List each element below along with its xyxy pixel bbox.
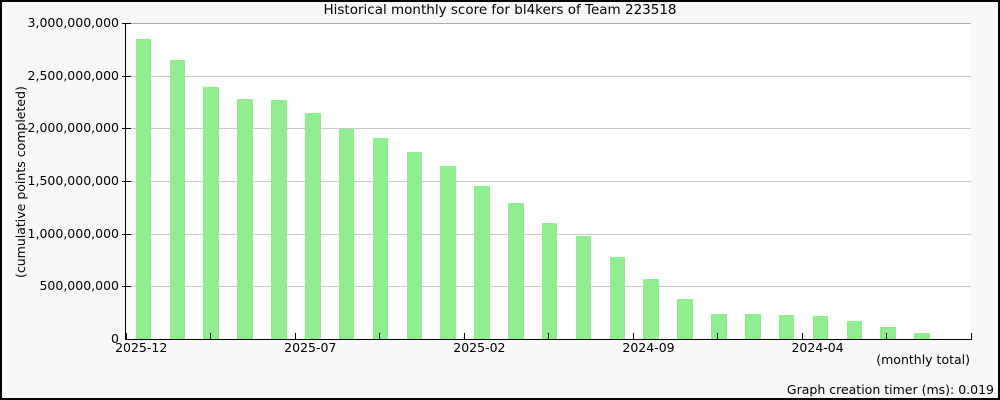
bar — [745, 313, 761, 339]
x-tick — [463, 333, 465, 339]
x-tick — [886, 333, 888, 339]
bar — [880, 327, 896, 339]
x-tick-label: 2025-02 — [453, 340, 506, 355]
y-tick-label: 3,000,000,000 — [27, 15, 119, 30]
x-tick-label: 2024-04 — [791, 340, 844, 355]
x-axis-line — [125, 338, 972, 340]
x-tick — [971, 333, 972, 339]
bar — [508, 203, 524, 339]
bar — [169, 59, 186, 339]
bar — [440, 166, 456, 339]
y-gridline — [125, 75, 971, 77]
bar — [914, 332, 930, 339]
y-tick — [122, 75, 131, 77]
bar — [203, 86, 219, 339]
y-tick — [122, 128, 131, 130]
bar — [372, 138, 389, 339]
y-tick-label: 1,500,000,000 — [27, 173, 119, 188]
y-tick — [122, 23, 131, 24]
y-gridline — [125, 128, 971, 130]
y-tick — [122, 286, 131, 288]
y-tick-label: 2,500,000,000 — [27, 67, 119, 83]
x-tick — [548, 333, 550, 339]
x-tick-label: 2025-12 — [115, 340, 168, 355]
bar — [135, 38, 152, 339]
x-tick-label: 2024-09 — [622, 340, 675, 355]
bar — [677, 298, 693, 339]
y-tick — [122, 181, 131, 182]
bar — [474, 185, 490, 339]
x-tick — [632, 333, 634, 339]
x-tick — [294, 333, 296, 339]
bar — [846, 320, 863, 339]
bar — [541, 222, 558, 339]
y-tick-label: 1,000,000,000 — [27, 225, 119, 241]
x-axis-note: (monthly total) — [876, 352, 970, 367]
bar — [304, 112, 321, 339]
x-tick — [379, 333, 381, 339]
bar — [237, 98, 253, 339]
y-gridline — [125, 181, 971, 182]
bar — [271, 100, 287, 339]
y-tick — [122, 233, 131, 235]
y-tick-label: 500,000,000 — [39, 278, 119, 294]
x-tick-label: 2025-07 — [284, 340, 337, 355]
bar — [643, 279, 660, 339]
x-tick — [717, 333, 719, 339]
graph-timer-text: Graph creation timer (ms): 0.019 — [786, 382, 994, 397]
x-tick — [210, 333, 212, 339]
x-tick — [125, 333, 127, 339]
bar — [575, 235, 592, 339]
y-gridline — [125, 23, 971, 24]
bar — [609, 257, 626, 339]
bar — [711, 313, 727, 339]
y-tick-label: 2,000,000,000 — [27, 120, 119, 136]
y-tick-label: 0 — [111, 331, 119, 346]
bar — [338, 129, 355, 339]
bar — [778, 314, 795, 339]
chart-title: Historical monthly score for bl4kers of … — [323, 2, 677, 18]
bar — [812, 316, 829, 339]
bar — [406, 151, 423, 339]
x-tick — [801, 333, 803, 339]
